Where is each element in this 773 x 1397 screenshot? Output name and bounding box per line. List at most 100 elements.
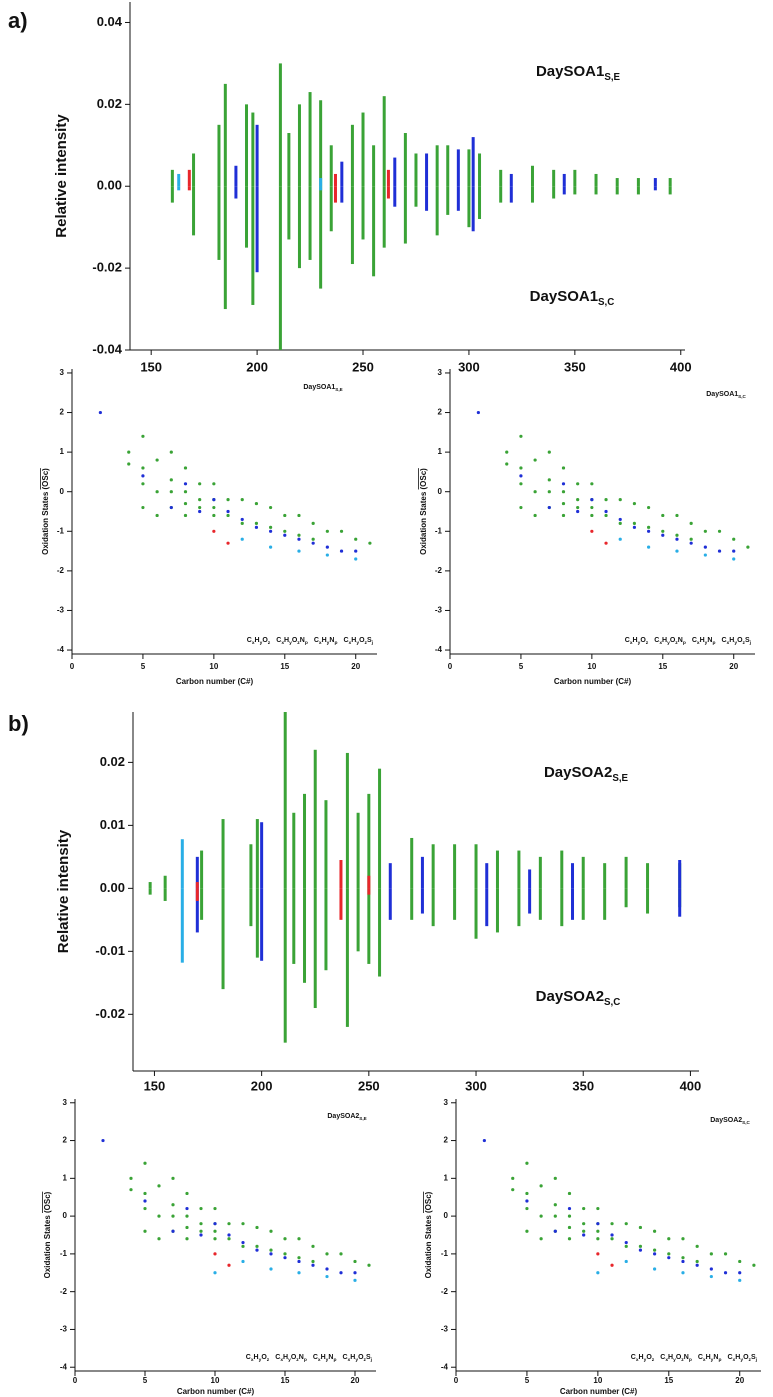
formula-part: H [700, 637, 705, 644]
bar [340, 161, 344, 187]
y-tick-label: -2 [441, 1287, 449, 1296]
point [241, 1259, 245, 1264]
annotation-text: DaySOA1 [536, 63, 604, 80]
bar [456, 149, 460, 187]
point [675, 549, 679, 553]
formula-part: N [329, 637, 334, 644]
bar [435, 145, 439, 187]
point [185, 1191, 189, 1196]
bar [283, 712, 287, 889]
point [269, 529, 273, 533]
point [354, 557, 358, 561]
bar [573, 186, 577, 195]
point [695, 1259, 699, 1264]
point [638, 1244, 643, 1248]
bar [478, 186, 482, 219]
bar [495, 850, 499, 889]
point [269, 1229, 273, 1233]
formula-part: H [321, 1354, 326, 1361]
formula-part: z [743, 641, 746, 646]
y-axis-label: Oxidation States (OSc) [43, 1191, 52, 1278]
bar [646, 863, 650, 889]
bar [251, 186, 255, 305]
formula-part: H [254, 1354, 259, 1361]
point [311, 1259, 315, 1264]
legend-entry: CxHyOz [631, 1354, 655, 1363]
bar [378, 888, 382, 977]
formula-part: C [654, 637, 659, 644]
point [533, 513, 537, 518]
point [576, 509, 580, 514]
point [240, 498, 244, 502]
point [255, 1248, 259, 1252]
x-tick-label: 5 [519, 662, 524, 671]
point [226, 498, 230, 502]
x-tick-label: 200 [251, 1078, 273, 1093]
y-tick-label: 0 [438, 487, 443, 496]
point [212, 482, 216, 486]
point [183, 501, 188, 506]
bar [453, 844, 457, 889]
point [667, 1252, 671, 1256]
point [183, 490, 188, 494]
point [709, 1252, 713, 1256]
formula-part: N [707, 637, 712, 644]
y-tick-label: -1 [435, 526, 443, 535]
point [632, 525, 637, 529]
point [101, 1138, 105, 1143]
bar [350, 186, 354, 265]
formula-part: y [259, 1358, 262, 1363]
point [226, 509, 230, 514]
bar [478, 153, 482, 187]
formula-part: O [358, 1354, 364, 1361]
formula-part: j [749, 640, 752, 646]
point [311, 1263, 315, 1267]
y-tick-label: 3 [444, 1098, 449, 1107]
point [738, 1271, 742, 1275]
y-tick-label: 0.00 [97, 178, 122, 193]
point [157, 1214, 161, 1218]
bar [560, 850, 564, 889]
point [576, 482, 580, 486]
bar [195, 888, 199, 933]
bar [297, 104, 301, 187]
point [212, 529, 216, 533]
point [519, 434, 523, 438]
legend-entry: CxHyOzSj [342, 1354, 372, 1363]
formula-part: z [296, 1358, 299, 1363]
point [632, 521, 637, 525]
point [653, 1248, 657, 1252]
bar [517, 850, 521, 889]
formula-part: y [288, 1358, 291, 1363]
point [198, 482, 202, 486]
annotation: DaySOA1S,E [536, 63, 621, 83]
point [311, 537, 315, 541]
legend-entry: CxHyOzSj [343, 637, 373, 646]
formula-part: y [734, 641, 737, 646]
point [519, 466, 523, 470]
formula-part: x [281, 641, 284, 646]
point [647, 529, 651, 533]
point [254, 501, 259, 506]
y-tick-label: -1 [441, 1249, 449, 1258]
bar [382, 96, 386, 187]
point [561, 466, 566, 470]
point [553, 1176, 557, 1180]
bar [495, 888, 499, 933]
y-tick-label: 1 [444, 1173, 449, 1182]
annotation-text: DaySOA2 [536, 988, 604, 1005]
x-tick-label: 250 [352, 359, 374, 374]
formula-part: z [646, 641, 649, 646]
point [169, 490, 173, 494]
point [723, 1271, 728, 1275]
x-tick-label: 10 [211, 1376, 220, 1385]
bar [367, 875, 371, 889]
bar [594, 186, 598, 195]
point [199, 1229, 203, 1233]
formula-part: H [735, 1354, 740, 1361]
formula-part: C [698, 1354, 703, 1361]
formula-part: y [638, 641, 641, 646]
annotation-subscript: S,C [738, 394, 746, 399]
bar [333, 186, 337, 203]
y-tick-label: 1 [63, 1173, 68, 1182]
